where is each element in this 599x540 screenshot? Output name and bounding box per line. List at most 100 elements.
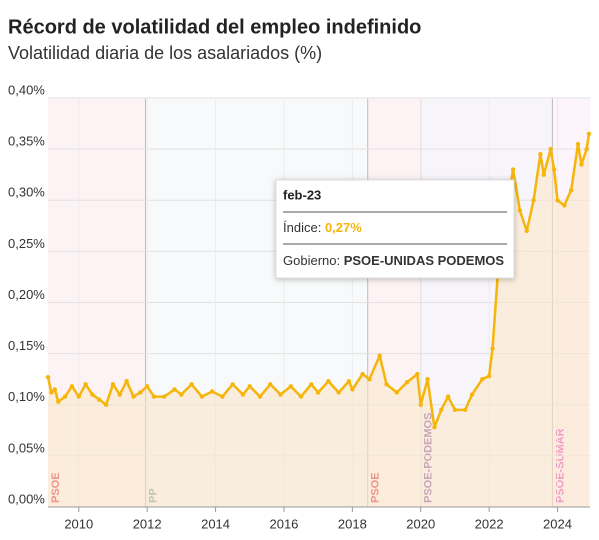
point — [548, 146, 553, 152]
tooltip: feb-23 Índice: 0,27% Gobierno: PSOE-UNID… — [275, 179, 515, 279]
point — [586, 131, 592, 136]
x-tick-label: 2010 — [64, 516, 93, 531]
point — [172, 387, 177, 392]
point — [49, 390, 54, 395]
point — [486, 373, 492, 379]
point — [568, 187, 574, 193]
point — [415, 371, 420, 377]
label: Gobierno: — [283, 253, 340, 268]
point — [346, 379, 352, 384]
plot: PSOEPPPSOEPSOE-PODEMOSPSOE-SUMAR0,00%0,0… — [8, 82, 592, 531]
y-tick-label: 0,40% — [8, 82, 45, 97]
label: Índice: — [283, 220, 321, 235]
point — [199, 394, 205, 399]
point — [230, 382, 235, 387]
point — [384, 382, 389, 387]
point — [144, 384, 150, 389]
point — [131, 394, 136, 399]
point — [257, 394, 263, 399]
point — [309, 382, 314, 387]
point — [579, 162, 584, 167]
y-tick-label: 0,20% — [8, 287, 45, 302]
point — [179, 392, 184, 397]
point — [439, 407, 444, 413]
y-tick-label: 0,15% — [8, 338, 45, 353]
value: 0,27% — [325, 220, 362, 235]
point — [510, 167, 516, 172]
point — [575, 141, 581, 147]
point — [209, 389, 215, 394]
point — [517, 208, 523, 213]
point — [103, 402, 109, 407]
point — [124, 379, 129, 384]
value: PSOE-UNIDAS PODEMOS — [344, 253, 505, 268]
point — [469, 392, 475, 397]
point — [538, 152, 543, 157]
x-tick-label: 2024 — [543, 516, 572, 531]
point — [377, 353, 382, 358]
x-tick-label: 2014 — [201, 516, 230, 531]
y-tick-label: 0,00% — [8, 491, 45, 506]
point — [62, 394, 68, 399]
point — [315, 390, 321, 395]
point — [394, 390, 399, 395]
y-tick-label: 0,30% — [8, 185, 45, 200]
chart-subtitle: Volatilidad diaria de los asalariados (%… — [8, 43, 322, 63]
point — [97, 397, 102, 402]
tooltip-date: feb-23 — [283, 187, 321, 202]
point — [110, 382, 116, 387]
x-tick-label: 2016 — [269, 516, 298, 531]
point — [90, 392, 95, 397]
point — [45, 374, 51, 380]
x-tick-label: 2022 — [475, 516, 504, 531]
point — [452, 407, 458, 413]
y-tick-label: 0,35% — [8, 134, 45, 149]
point — [551, 167, 557, 172]
y-tick-label: 0,25% — [8, 236, 45, 251]
point — [298, 394, 304, 399]
point — [76, 394, 81, 399]
tooltip-box — [275, 179, 515, 279]
point — [367, 376, 372, 382]
point — [52, 387, 58, 392]
point — [524, 228, 529, 234]
point — [247, 384, 252, 389]
point — [162, 394, 167, 399]
point — [240, 392, 246, 397]
point — [541, 172, 547, 177]
line — [46, 133, 591, 429]
point — [445, 394, 451, 399]
point — [336, 390, 341, 395]
point — [220, 394, 225, 399]
point — [480, 376, 485, 382]
point — [268, 382, 273, 387]
tooltip-gov-label: Gobierno: PSOE-UNIDAS PODEMOS — [283, 253, 504, 268]
point — [69, 384, 75, 389]
x-tick-label: 2018 — [338, 516, 367, 531]
point — [360, 371, 365, 377]
point — [462, 407, 468, 413]
point — [138, 390, 143, 395]
point — [83, 382, 88, 387]
point — [350, 387, 355, 392]
point — [584, 146, 589, 152]
point — [151, 394, 157, 399]
x-tick-label: 2012 — [133, 516, 162, 531]
area-fill — [48, 133, 589, 507]
point — [432, 425, 437, 430]
point — [56, 399, 61, 404]
point — [288, 384, 293, 389]
point — [117, 392, 123, 397]
point — [278, 392, 283, 397]
tooltip-index-label: Índice: 0,27% — [283, 220, 362, 235]
point — [555, 198, 560, 203]
point — [326, 379, 331, 384]
point — [562, 203, 567, 208]
x-tick-label: 2020 — [406, 516, 435, 531]
y-tick-label: 0,05% — [8, 440, 45, 455]
y-tick-label: 0,10% — [8, 389, 45, 404]
point — [404, 380, 410, 385]
chart-title: Récord de volatilidad del empleo indefin… — [8, 16, 421, 38]
